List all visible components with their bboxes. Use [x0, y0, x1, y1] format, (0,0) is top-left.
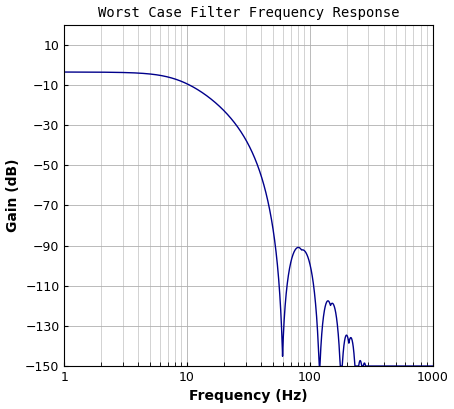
X-axis label: Frequency (Hz): Frequency (Hz) — [189, 389, 308, 403]
Title: Worst Case Filter Frequency Response: Worst Case Filter Frequency Response — [98, 6, 399, 20]
Y-axis label: Gain (dB): Gain (dB) — [5, 159, 20, 232]
